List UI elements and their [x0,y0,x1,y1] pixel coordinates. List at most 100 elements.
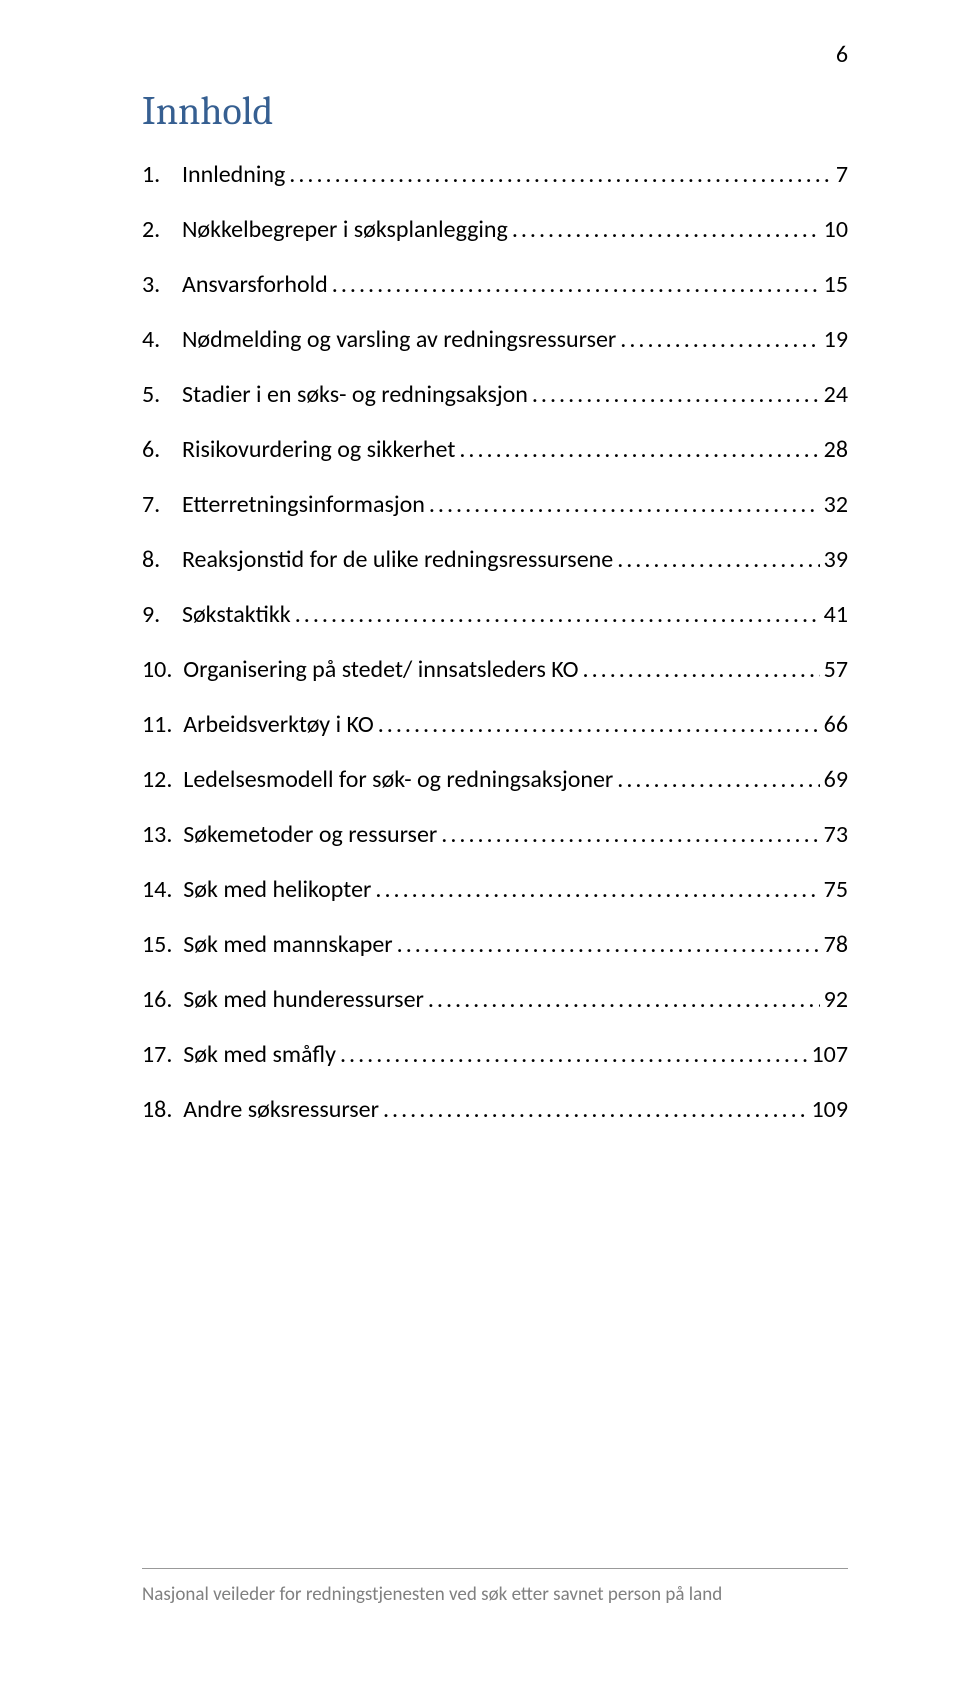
toc-entry-page: 10 [824,215,848,244]
toc-entry-gap [160,545,182,574]
toc-entry: 12. Ledelsesmodell for søk- og redningsa… [142,765,848,794]
toc-entry-page: 28 [824,435,848,464]
toc-entry-page: 32 [824,490,848,519]
toc-leader-dots [428,985,820,1014]
toc-entry-page: 73 [824,820,848,849]
toc-entry-page: 69 [824,765,848,794]
page-footer: Nasjonal veileder for redningstjenesten … [142,1568,848,1606]
toc-leader-dots [289,160,832,189]
toc-title: Innhold [142,88,848,134]
toc-entry-gap [160,160,182,189]
toc-entry-text: Søk med helikopter [183,875,371,904]
toc-entry: 1. Innledning 7 [142,160,848,189]
table-of-contents: 1. Innledning 7 2. Nøkkelbegreper i søkspl… [142,160,848,1124]
toc-entry-text: Ansvarsforhold [182,270,328,299]
document-page: 6 Innhold 1. Innledning 7 2. Nøkkelbegrepe… [0,0,960,1696]
toc-entry-number: 11. [142,710,172,739]
toc-entry: 8. Reaksjonstid for de ulike redningsres… [142,545,848,574]
toc-entry-text: Stadier i en søks- og redningsaksjon [182,380,528,409]
toc-entry-gap [172,655,183,684]
toc-entry: 13. Søkemetoder og ressurser 73 [142,820,848,849]
toc-leader-dots [375,875,819,904]
toc-entry: 6. Risikovurdering og sikkerhet28 [142,435,848,464]
toc-leader-dots [459,435,819,464]
toc-entry: 14. Søk med helikopter75 [142,875,848,904]
toc-entry-text: Ledelsesmodell for søk- og redningsaksjo… [183,765,613,794]
toc-entry-gap [160,325,182,354]
toc-entry-text: Risikovurdering og sikkerhet [182,435,455,464]
toc-entry-page: 24 [824,380,848,409]
toc-entry-number: 13. [142,820,172,849]
toc-entry-number: 15. [142,930,172,959]
toc-entry-page: 92 [824,985,848,1014]
toc-entry-number: 18. [142,1095,172,1124]
toc-entry-text: Søk med mannskaper [183,930,392,959]
toc-entry-number: 4. [142,325,160,354]
toc-entry: 9. Søkstaktikk 41 [142,600,848,629]
toc-entry-page: 39 [824,545,848,574]
toc-entry-text: Organisering på stedet/ innsatsleders KO [183,655,578,684]
toc-entry-number: 5. [142,380,160,409]
toc-entry-page: 7 [836,160,848,189]
toc-entry-gap [172,710,183,739]
toc-entry-number: 3. [142,270,160,299]
toc-entry-text: Søkstaktikk [182,600,291,629]
toc-entry: 16. Søk med hunderessurser92 [142,985,848,1014]
toc-entry-text: Nødmelding og varsling av redningsressur… [182,325,616,354]
toc-entry-number: 10. [142,655,172,684]
toc-entry-page: 15 [824,270,848,299]
toc-entry-gap [160,435,182,464]
toc-entry: 5. Stadier i en søks- og redningsaksjon 2… [142,380,848,409]
toc-entry-gap [172,930,183,959]
toc-entry-page: 107 [812,1040,849,1069]
toc-entry-text: Reaksjonstid for de ulike redningsressur… [182,545,613,574]
toc-entry-page: 19 [824,325,848,354]
toc-entry: 15. Søk med mannskaper 78 [142,930,848,959]
toc-entry-text: Innledning [182,160,285,189]
toc-entry-gap [172,1040,183,1069]
toc-leader-dots [378,710,820,739]
toc-entry-text: Andre søksressurser [183,1095,379,1124]
toc-leader-dots [617,765,819,794]
toc-entry-gap [160,490,182,519]
toc-entry-number: 1. [142,160,160,189]
toc-leader-dots [583,655,820,684]
toc-entry-text: Arbeidsverktøy i KO [183,710,373,739]
toc-entry: 4. Nødmelding og varsling av redningsres… [142,325,848,354]
toc-entry-page: 66 [824,710,848,739]
toc-entry-number: 8. [142,545,160,574]
toc-entry-text: Søk med hunderessurser [183,985,424,1014]
toc-leader-dots [340,1040,808,1069]
toc-entry: 7. Etterretningsinformasjon32 [142,490,848,519]
toc-leader-dots [620,325,819,354]
toc-entry-number: 9. [142,600,160,629]
toc-leader-dots [617,545,819,574]
toc-entry-page: 78 [824,930,848,959]
toc-entry-gap [172,820,183,849]
toc-entry-number: 2. [142,215,160,244]
toc-leader-dots [397,930,820,959]
toc-entry-page: 109 [812,1095,849,1124]
toc-entry: 18. Andre søksressurser 109 [142,1095,848,1124]
toc-leader-dots [429,490,820,519]
footer-text: Nasjonal veileder for redningstjenesten … [142,1583,848,1606]
toc-entry-page: 41 [824,600,848,629]
toc-entry: 2. Nøkkelbegreper i søksplanlegging 10 [142,215,848,244]
toc-entry-page: 57 [824,655,848,684]
toc-leader-dots [383,1095,808,1124]
page-number: 6 [836,40,848,69]
toc-leader-dots [532,380,820,409]
toc-entry: 17. Søk med småfly107 [142,1040,848,1069]
toc-entry-gap [160,380,182,409]
toc-entry-gap [172,875,183,904]
toc-entry-gap [160,600,182,629]
toc-leader-dots [512,215,820,244]
toc-entry-text: Nøkkelbegreper i søksplanlegging [182,215,508,244]
toc-entry-number: 14. [142,875,172,904]
toc-leader-dots [441,820,819,849]
toc-leader-dots [295,600,820,629]
toc-entry-number: 12. [142,765,172,794]
toc-entry-text: Søkemetoder og ressurser [183,820,437,849]
toc-entry-gap [172,985,183,1014]
toc-entry: 3. Ansvarsforhold 15 [142,270,848,299]
